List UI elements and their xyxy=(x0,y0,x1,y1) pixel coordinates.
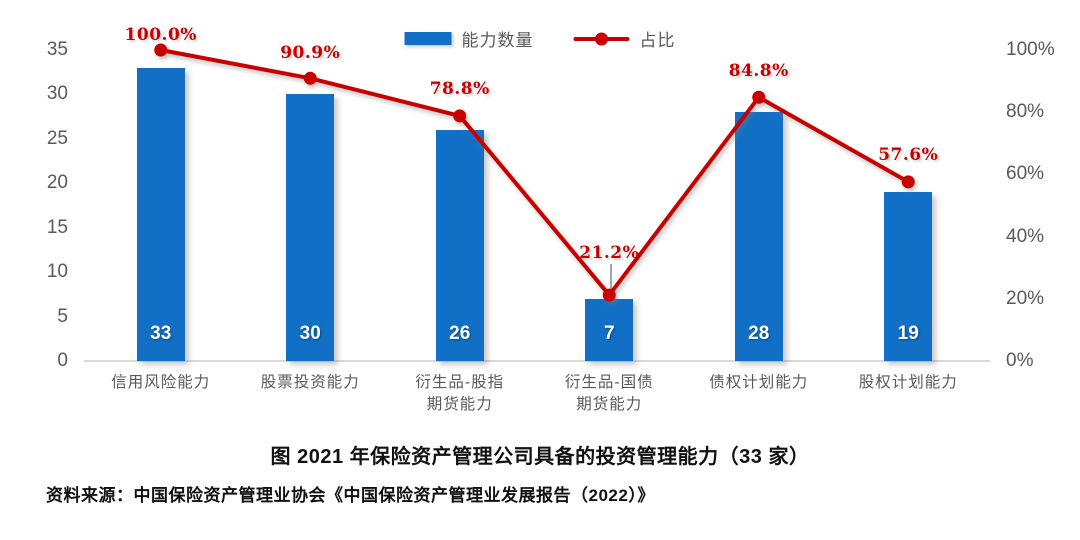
source-note: 资料来源：中国保险资产管理业协会《中国保险资产管理业发展报告（2022）》 xyxy=(46,486,655,505)
secondary-y-axis-tick-label: 100% xyxy=(1006,39,1055,60)
line-point-label: 90.9% xyxy=(280,43,341,64)
bar-value-label: 19 xyxy=(897,323,919,344)
bar-value-label: 7 xyxy=(603,323,615,344)
line-point-marker xyxy=(752,90,766,104)
y-axis-tick-label: 0 xyxy=(57,350,68,371)
line-series-path xyxy=(160,48,910,299)
bar-value-label: 30 xyxy=(299,323,321,344)
y-axis-tick-label: 30 xyxy=(46,83,68,105)
bar-value-label: 33 xyxy=(150,323,172,344)
category-label: 债权计划能力 xyxy=(709,374,809,391)
category-label: 衍生品-股指 期货能力 xyxy=(415,374,505,414)
line-series-marker-icon xyxy=(573,32,630,46)
line-point-label: 84.8% xyxy=(728,61,789,82)
y-axis-tick-label: 10 xyxy=(46,261,68,283)
bar xyxy=(585,298,634,361)
secondary-y-axis-tick-label: 20% xyxy=(1006,287,1045,309)
legend-item-line-series: 占比 xyxy=(573,26,676,51)
y-axis-tick-label: 35 xyxy=(46,39,68,60)
y-axis-tick-label: 15 xyxy=(46,216,68,238)
bar-value-label: 28 xyxy=(748,323,770,344)
line-point-label: 21.2% xyxy=(579,243,640,264)
secondary-y-axis-tick-label: 80% xyxy=(1006,101,1045,123)
category-label: 股票投资能力 xyxy=(260,374,360,391)
bar xyxy=(136,67,185,361)
line-point-marker xyxy=(154,43,168,57)
bar-series-legend-label: 能力数量 xyxy=(461,31,534,50)
x-axis-line xyxy=(84,360,990,362)
category-label: 股权计划能力 xyxy=(858,374,958,391)
y-axis-tick-label: 5 xyxy=(57,305,68,327)
line-point-marker xyxy=(303,71,317,85)
line-point-marker xyxy=(453,109,467,123)
legend-item-bar-series: 能力数量 xyxy=(404,26,534,51)
category-label: 信用风险能力 xyxy=(111,374,211,391)
secondary-y-axis-tick-label: 60% xyxy=(1006,163,1045,185)
chart-legend: 能力数量 占比 xyxy=(404,26,676,51)
line-series-legend-label: 占比 xyxy=(639,31,676,50)
line-point-marker xyxy=(901,175,915,189)
chart-title: 图 2021 年保险资产管理公司具备的投资管理能力（33 家） xyxy=(270,446,810,468)
category-label: 衍生品-国债 期货能力 xyxy=(564,374,654,414)
line-point-label: 57.6% xyxy=(878,144,939,165)
bar-series-swatch-icon xyxy=(404,32,452,45)
y-axis-tick-label: 20 xyxy=(46,172,68,194)
bar-value-label: 26 xyxy=(449,323,471,344)
y-axis-tick-label: 25 xyxy=(46,127,68,149)
line-point-label: 100.0% xyxy=(124,25,197,45)
secondary-y-axis-tick-label: 0% xyxy=(1006,350,1034,371)
line-point-label: 78.8% xyxy=(429,78,490,99)
secondary-y-axis-tick-label: 40% xyxy=(1006,225,1045,247)
label-leader-line xyxy=(610,264,612,290)
